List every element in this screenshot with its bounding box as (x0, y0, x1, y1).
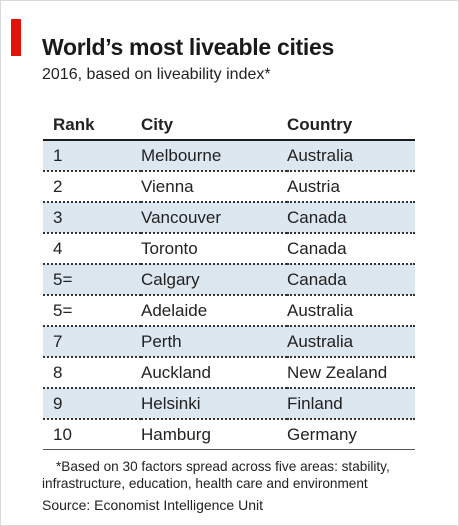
cell-rank: 4 (43, 233, 141, 265)
chart-subtitle: 2016, based on liveability index* (42, 66, 271, 83)
cell-country: Canada (287, 202, 415, 234)
table-row: 2 Vienna Austria (43, 171, 415, 203)
cell-country: Canada (287, 264, 415, 296)
cell-city: Helsinki (141, 388, 287, 420)
cell-rank: 5= (43, 264, 141, 296)
cell-country: Australia (287, 140, 415, 172)
cell-city: Melbourne (141, 140, 287, 172)
cell-city: Adelaide (141, 295, 287, 327)
table-row: 5= Calgary Canada (43, 264, 415, 296)
table-row: 5= Adelaide Australia (43, 295, 415, 327)
cell-rank: 8 (43, 357, 141, 389)
table-body: 1 Melbourne Australia 2 Vienna Austria 3 Vancou… (43, 140, 415, 450)
cell-city: Vienna (141, 171, 287, 203)
table-row: 10 Hamburg Germany (43, 419, 415, 450)
cell-rank: 10 (43, 419, 141, 450)
cell-city: Toronto (141, 233, 287, 265)
ranking-table: Rank City Country 1 Melbourne Australia 2 Vi… (43, 110, 415, 450)
table-row: 1 Melbourne Australia (43, 140, 415, 172)
cell-rank: 7 (43, 326, 141, 358)
column-header-city: City (141, 110, 287, 141)
table-row: 4 Toronto Canada (43, 233, 415, 265)
cell-country: Germany (287, 419, 415, 450)
cell-country: Finland (287, 388, 415, 420)
brand-tag (11, 19, 21, 56)
cell-rank: 9 (43, 388, 141, 420)
cell-country: Australia (287, 326, 415, 358)
table-header-row: Rank City Country (43, 110, 415, 141)
table-row: 7 Perth Australia (43, 326, 415, 358)
cell-rank: 2 (43, 171, 141, 203)
table-row: 3 Vancouver Canada (43, 202, 415, 234)
source-note: Source: Economist Intelligence Unit (42, 497, 263, 513)
cell-rank: 1 (43, 140, 141, 172)
cell-country: Australia (287, 295, 415, 327)
cell-city: Calgary (141, 264, 287, 296)
cell-city: Auckland (141, 357, 287, 389)
cell-city: Vancouver (141, 202, 287, 234)
cell-country: Austria (287, 171, 415, 203)
column-header-country: Country (287, 110, 415, 141)
chart-title: World’s most liveable cities (42, 34, 334, 60)
cell-country: Canada (287, 233, 415, 265)
footnote: *Based on 30 factors spread across five … (42, 459, 390, 491)
column-header-rank: Rank (43, 110, 141, 141)
table-row: 9 Helsinki Finland (43, 388, 415, 420)
cell-rank: 3 (43, 202, 141, 234)
table-row: 8 Auckland New Zealand (43, 357, 415, 389)
cell-city: Hamburg (141, 419, 287, 450)
cell-country: New Zealand (287, 357, 415, 389)
cell-rank: 5= (43, 295, 141, 327)
cell-city: Perth (141, 326, 287, 358)
